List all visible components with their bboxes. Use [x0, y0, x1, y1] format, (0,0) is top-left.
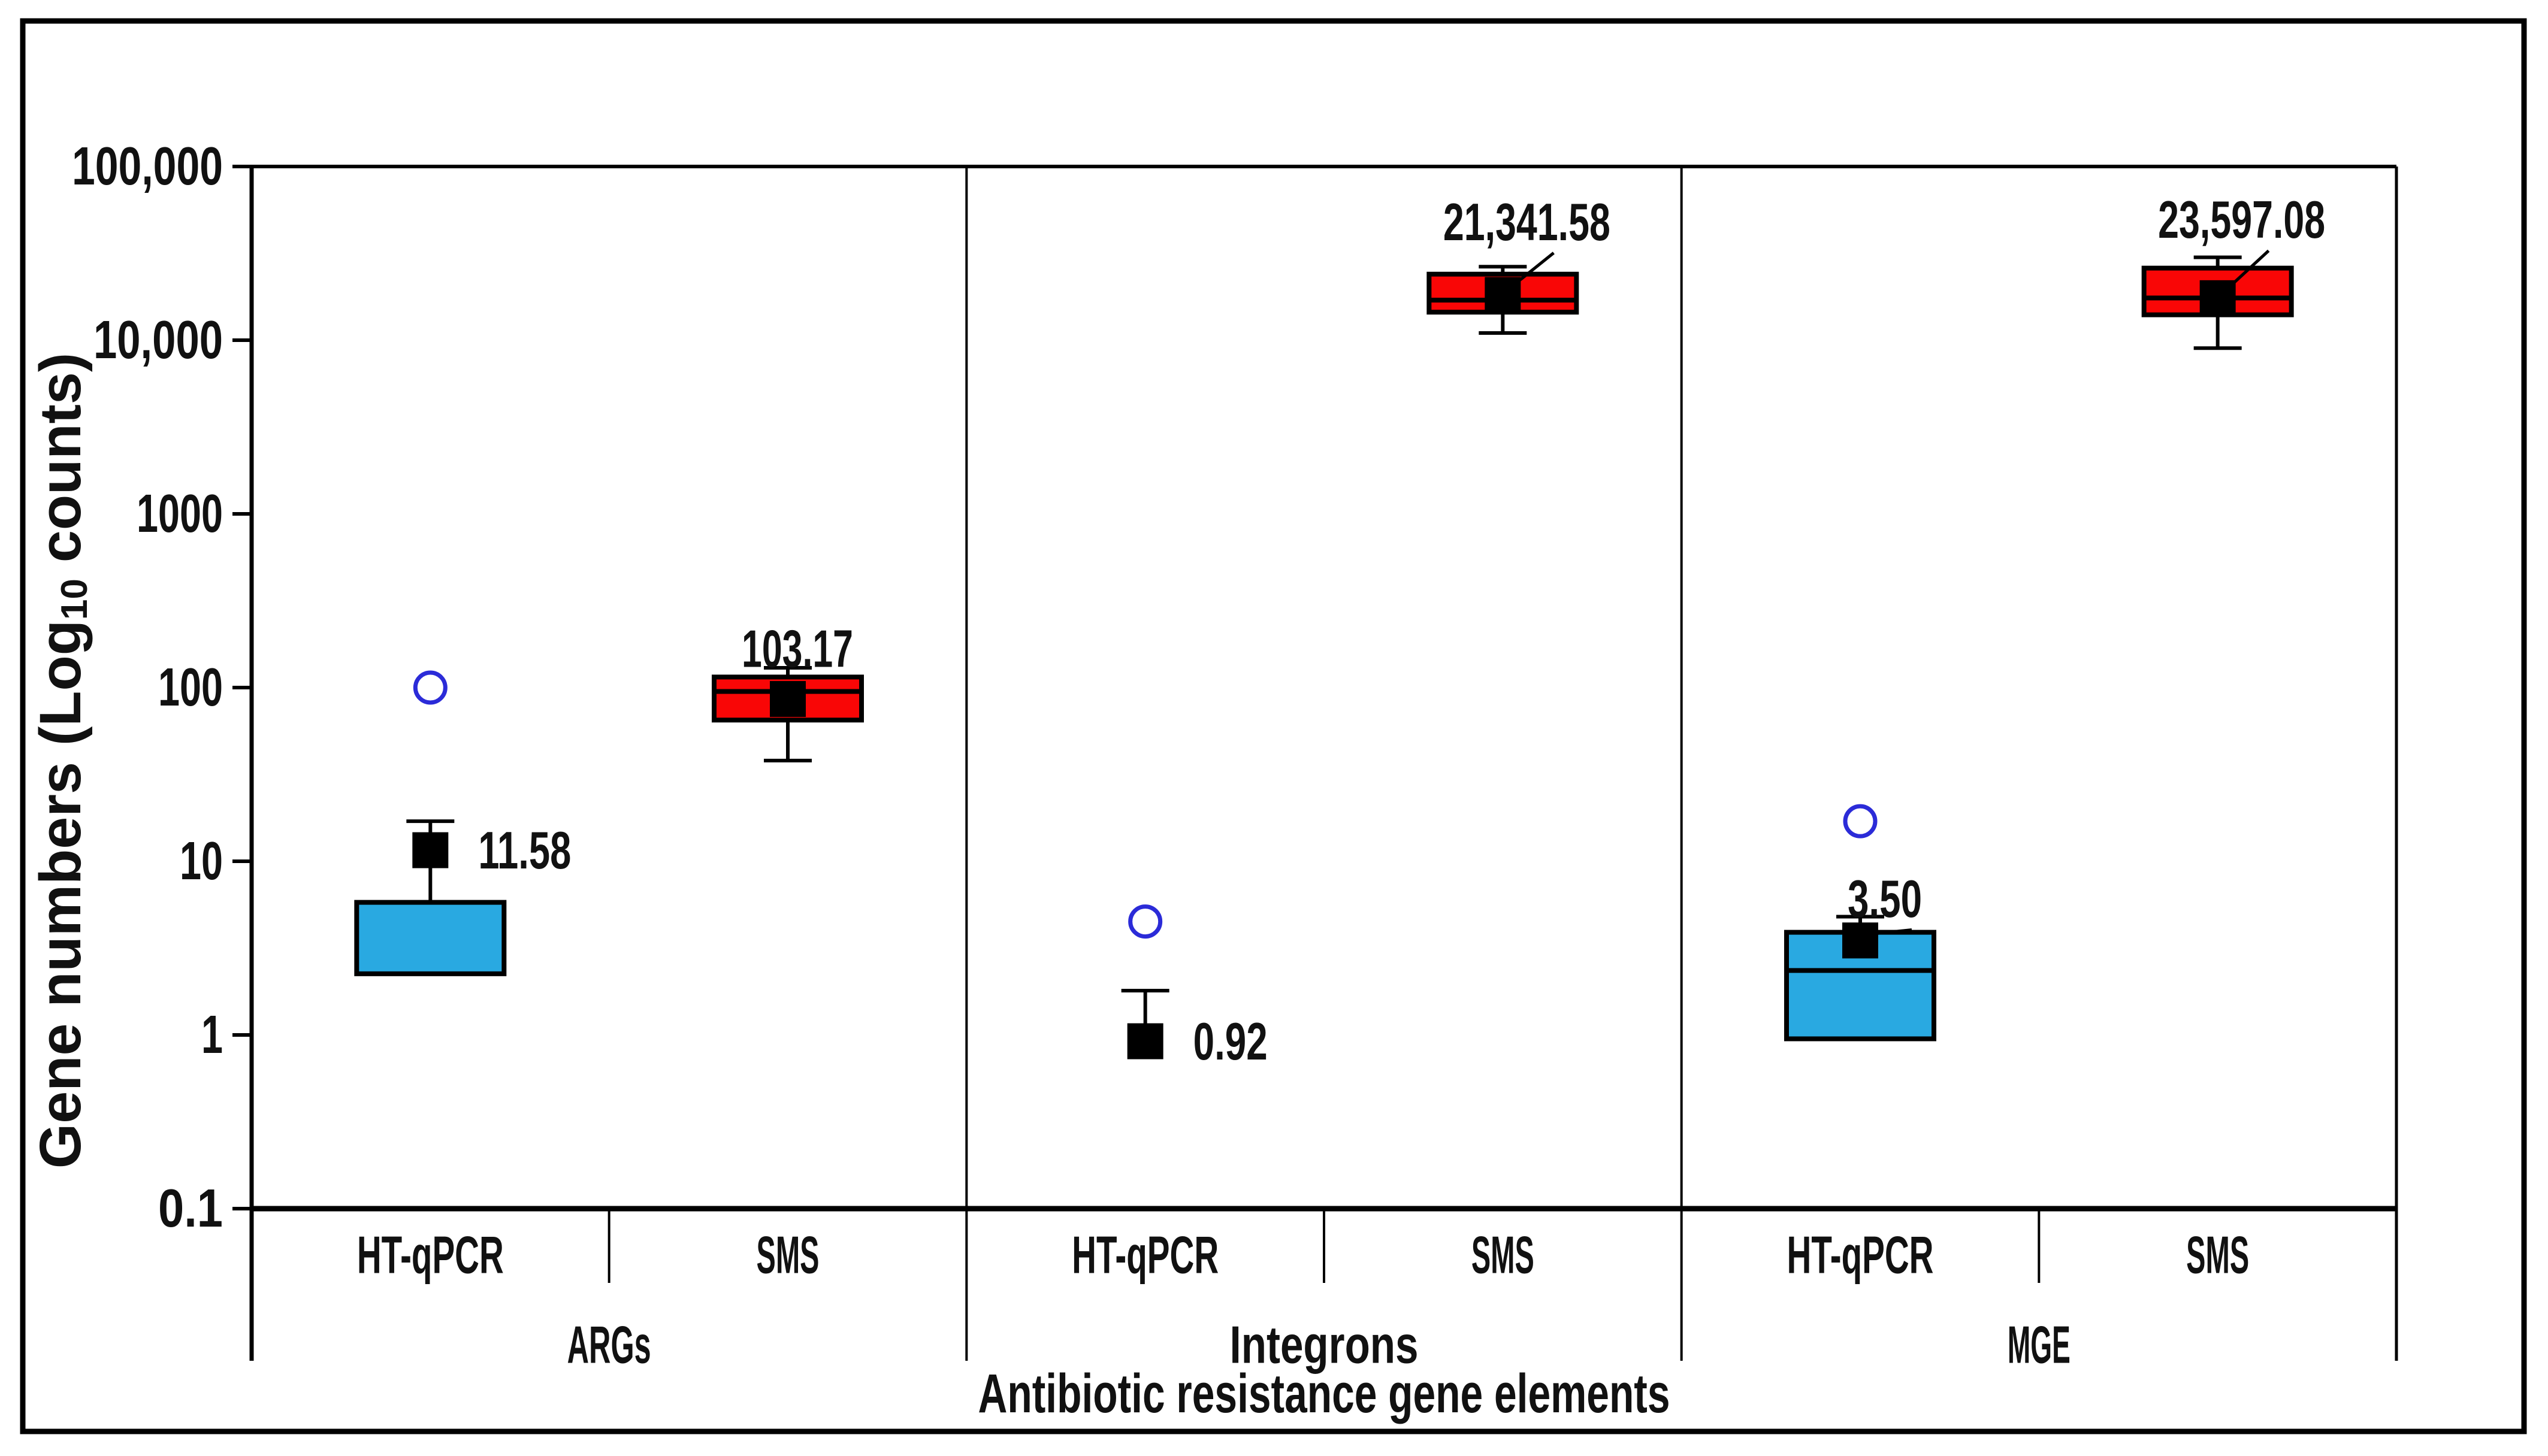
y-tick-label: 100,000: [72, 137, 223, 196]
method-label: HT-qPCR: [357, 1225, 504, 1285]
mean-marker: [1842, 922, 1878, 959]
label-leader-line: [1507, 252, 1555, 290]
group-label-ARGs: ARGs: [567, 1315, 651, 1375]
box-ARGs-HT-qPCR: [354, 900, 507, 976]
mean-marker: [1127, 1023, 1163, 1060]
y-axis-title: Gene numbers (Log10 counts): [28, 353, 95, 1169]
y-tick-label: 1: [201, 1005, 223, 1065]
group-label-Integrons: Integrons: [1230, 1315, 1419, 1375]
mean-marker: [412, 832, 449, 868]
outlier-circle: [413, 670, 448, 705]
y-tick-label: 1000: [137, 484, 223, 544]
mean-label: 0.92: [1193, 1012, 1268, 1071]
method-label: SMS: [757, 1225, 820, 1285]
outlier-circle: [1843, 804, 1878, 839]
method-label: SMS: [2186, 1225, 2249, 1285]
mean-label: 23,597.08: [2158, 190, 2325, 249]
mean-label: 3.50: [1848, 869, 1922, 928]
mean-label: 21,341.58: [1443, 192, 1610, 252]
figure-border: [20, 18, 2527, 1434]
y-tick-label: 10: [180, 831, 223, 891]
y-tick-label: 100: [158, 658, 223, 718]
mean-marker: [770, 681, 806, 718]
x-axis-title: Antibiotic resistance gene elements: [978, 1363, 1670, 1424]
y-tick-label: 10,000: [93, 310, 223, 370]
mean-label: 11.58: [478, 821, 571, 880]
method-label: HT-qPCR: [1787, 1225, 1934, 1285]
label-leader-line: [1866, 928, 1912, 936]
method-label: SMS: [1471, 1225, 1534, 1285]
outlier-circle: [1128, 904, 1163, 939]
label-leader-line: [2222, 249, 2270, 293]
mean-label: 103.17: [742, 619, 853, 678]
y-tick-label: 0.1: [158, 1179, 223, 1239]
group-label-MGE: MGE: [2008, 1315, 2071, 1375]
method-label: HT-qPCR: [1072, 1225, 1219, 1285]
